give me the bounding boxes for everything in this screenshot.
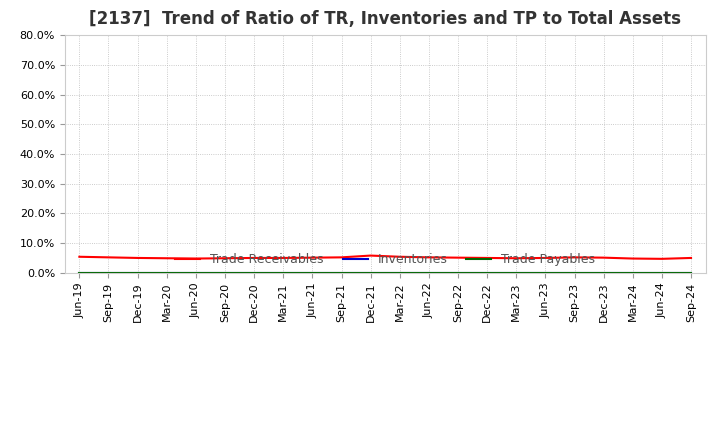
Trade Payables <box>687 270 696 275</box>
Inventories <box>308 270 317 275</box>
Legend: Trade Receivables, Inventories, Trade Payables: Trade Receivables, Inventories, Trade Pa… <box>170 248 600 271</box>
Trade Receivables <box>163 256 171 261</box>
Trade Payables <box>337 270 346 275</box>
Line: Trade Receivables: Trade Receivables <box>79 256 691 259</box>
Trade Payables <box>104 270 113 275</box>
Inventories <box>454 270 462 275</box>
Inventories <box>512 270 521 275</box>
Trade Payables <box>629 270 637 275</box>
Inventories <box>570 270 579 275</box>
Trade Receivables <box>541 255 550 260</box>
Trade Receivables <box>570 255 579 260</box>
Trade Receivables <box>104 255 113 260</box>
Trade Payables <box>657 270 666 275</box>
Trade Receivables <box>599 255 608 260</box>
Trade Payables <box>425 270 433 275</box>
Inventories <box>279 270 287 275</box>
Trade Payables <box>483 270 492 275</box>
Inventories <box>483 270 492 275</box>
Inventories <box>220 270 229 275</box>
Trade Receivables <box>425 255 433 260</box>
Trade Payables <box>366 270 375 275</box>
Trade Payables <box>250 270 258 275</box>
Inventories <box>133 270 142 275</box>
Trade Receivables <box>512 256 521 261</box>
Title: [2137]  Trend of Ratio of TR, Inventories and TP to Total Assets: [2137] Trend of Ratio of TR, Inventories… <box>89 10 681 28</box>
Trade Payables <box>395 270 404 275</box>
Inventories <box>425 270 433 275</box>
Trade Receivables <box>75 254 84 260</box>
Inventories <box>163 270 171 275</box>
Inventories <box>250 270 258 275</box>
Inventories <box>657 270 666 275</box>
Trade Receivables <box>657 256 666 261</box>
Trade Receivables <box>279 255 287 260</box>
Trade Receivables <box>220 256 229 261</box>
Trade Receivables <box>250 255 258 260</box>
Trade Receivables <box>483 255 492 260</box>
Inventories <box>104 270 113 275</box>
Inventories <box>687 270 696 275</box>
Trade Receivables <box>337 255 346 260</box>
Trade Receivables <box>629 256 637 261</box>
Trade Payables <box>570 270 579 275</box>
Trade Payables <box>279 270 287 275</box>
Trade Receivables <box>454 255 462 260</box>
Trade Receivables <box>395 254 404 260</box>
Trade Payables <box>454 270 462 275</box>
Trade Payables <box>512 270 521 275</box>
Inventories <box>629 270 637 275</box>
Trade Receivables <box>366 253 375 258</box>
Trade Receivables <box>687 255 696 260</box>
Trade Receivables <box>192 256 200 261</box>
Inventories <box>395 270 404 275</box>
Inventories <box>75 270 84 275</box>
Trade Payables <box>599 270 608 275</box>
Inventories <box>366 270 375 275</box>
Trade Payables <box>75 270 84 275</box>
Trade Receivables <box>308 255 317 260</box>
Trade Payables <box>192 270 200 275</box>
Trade Payables <box>541 270 550 275</box>
Inventories <box>337 270 346 275</box>
Trade Payables <box>163 270 171 275</box>
Inventories <box>541 270 550 275</box>
Trade Receivables <box>133 255 142 260</box>
Inventories <box>192 270 200 275</box>
Trade Payables <box>308 270 317 275</box>
Trade Payables <box>220 270 229 275</box>
Inventories <box>599 270 608 275</box>
Trade Payables <box>133 270 142 275</box>
